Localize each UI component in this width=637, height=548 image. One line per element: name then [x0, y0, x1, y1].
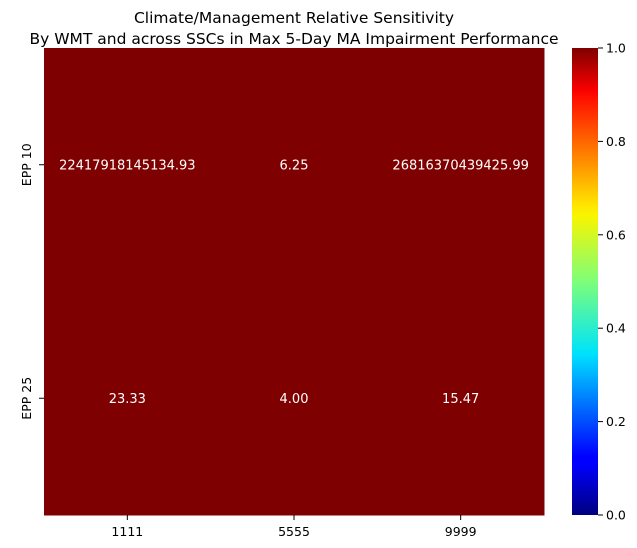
cell-value-label: 4.00 — [280, 392, 309, 407]
x-tick-label: 1111 — [111, 524, 143, 539]
cell-value-label: 15.47 — [442, 392, 479, 407]
y-tick-label: EPP 25 — [19, 377, 34, 420]
heatmap-cell — [210, 281, 378, 516]
heatmap-cell — [377, 48, 545, 282]
y-axis: EPP 10 EPP 25 — [19, 143, 44, 420]
chart-title-line-1: Climate/Management Relative Sensitivity — [134, 9, 454, 27]
y-tick-label: EPP 10 — [19, 143, 34, 186]
cell-value-label: 23.33 — [109, 392, 146, 407]
cell-value-label: 26816370439425.99 — [392, 158, 528, 173]
colorbar — [572, 48, 598, 515]
x-axis: 1111 5555 9999 — [111, 515, 477, 539]
cell-value-label: 6.25 — [280, 158, 309, 173]
colorbar-tick-label: 0.8 — [606, 134, 626, 149]
heatmap-cells — [44, 48, 545, 516]
heatmap-cell-labels: 22417918145134.93 6.25 26816370439425.99 23… — [59, 158, 529, 407]
heatmap-cell — [210, 48, 378, 282]
colorbar-tick-label: 1.0 — [606, 41, 626, 56]
colorbar-tick-label: 0.6 — [606, 227, 626, 242]
x-tick-label: 9999 — [445, 524, 477, 539]
colorbar-axis: 0.0 0.2 0.4 0.6 0.8 1.0 — [598, 41, 626, 523]
heatmap-cell — [44, 281, 212, 516]
colorbar-tick-label: 0.2 — [606, 414, 626, 429]
heatmap-cell — [44, 48, 212, 282]
x-tick-label: 5555 — [278, 524, 310, 539]
colorbar-tick-label: 0.0 — [606, 508, 626, 523]
colorbar-tick-label: 0.4 — [606, 321, 626, 336]
chart-title-line-2: By WMT and across SSCs in Max 5-Day MA I… — [29, 30, 558, 48]
heatmap-cell — [377, 281, 545, 516]
cell-value-label: 22417918145134.93 — [59, 158, 195, 173]
